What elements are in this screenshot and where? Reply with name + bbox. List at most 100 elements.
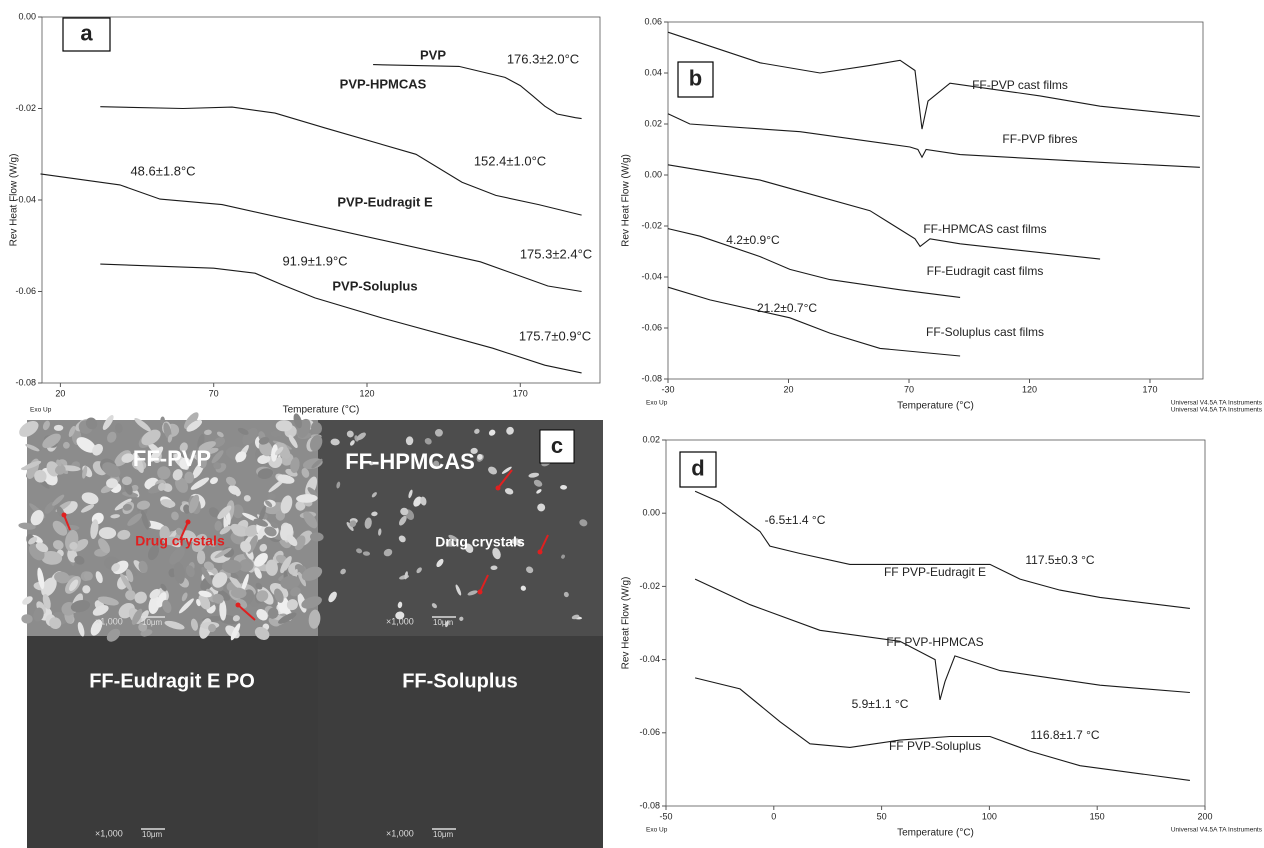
x-tick-label: 70 [904, 384, 914, 394]
data-line [668, 229, 960, 298]
series-label: PVP-Soluplus [332, 278, 417, 293]
footer-right: Universal V4.5A TA Instruments [1171, 407, 1263, 414]
pane-annotation: Drug crystals [435, 534, 525, 550]
y-tick-label: -0.06 [639, 727, 660, 737]
series-label: FF-PVP fibres [1002, 132, 1077, 146]
footer-right: Universal V4.5A TA Instruments [1171, 827, 1263, 834]
x-tick-label: 100 [982, 811, 997, 821]
pane-title: FF-PVP [133, 446, 211, 471]
x-tick-label: -50 [659, 811, 672, 821]
scale-label: 10μm [142, 830, 163, 839]
annotation: 48.6±1.8°C [130, 163, 195, 178]
pane-title: FF-Soluplus [402, 670, 518, 692]
data-line [695, 491, 1190, 608]
panel-label: a [80, 20, 93, 45]
x-tick-label: 120 [359, 388, 374, 398]
y-tick-label: -0.02 [639, 581, 660, 591]
y-tick-label: -0.06 [15, 286, 36, 296]
series-label: FF-PVP cast films [972, 78, 1068, 92]
y-tick-label: -0.08 [639, 800, 660, 810]
footer-right: Universal V4.5A TA Instruments [1171, 400, 1263, 407]
series-label: PVP-Eudragit E [337, 194, 433, 209]
annotation: 152.4±1.0°C [474, 153, 546, 168]
y-tick-label: -0.02 [641, 220, 662, 230]
magnification: ×1,000 [95, 616, 123, 626]
crystal [271, 430, 282, 437]
footer-left: Exo Up [30, 407, 52, 414]
y-tick-label: -0.04 [639, 654, 660, 664]
x-tick-label: 170 [513, 388, 528, 398]
series-label: PVP-HPMCAS [340, 76, 427, 91]
annotation: 175.7±0.9°C [519, 328, 591, 343]
x-tick-label: 200 [1197, 811, 1212, 821]
panel-label: b [689, 65, 702, 90]
x-tick-label: 70 [209, 388, 219, 398]
annotation: 4.2±0.9°C [726, 233, 780, 247]
arrow-head [62, 513, 67, 518]
crystal [435, 429, 443, 437]
series-label: FF-Soluplus cast films [926, 325, 1044, 339]
arrow-head [478, 590, 483, 595]
series-label: FF PVP-HPMCAS [886, 635, 983, 649]
x-tick-label: 150 [1090, 811, 1105, 821]
figure: FF-PVPDrug crystals×1,00010μmFF-HPMCASDr… [0, 0, 1264, 848]
crystal [197, 550, 205, 564]
y-tick-label: 0.02 [644, 118, 662, 128]
x-tick-label: -30 [661, 384, 674, 394]
data-line [41, 174, 582, 292]
series-label: FF-HPMCAS cast films [923, 222, 1046, 236]
x-tick-label: 20 [55, 388, 65, 398]
magnification: ×1,000 [386, 828, 414, 838]
y-tick-label: -0.08 [15, 377, 36, 387]
arrow-head [236, 603, 241, 608]
arrow-head [496, 486, 501, 491]
annotation: 91.9±1.9°C [282, 253, 347, 268]
y-tick-label: -0.02 [15, 103, 36, 113]
scale-label: 10μm [142, 618, 163, 627]
crystal [276, 420, 293, 431]
data-line [668, 287, 960, 356]
annotation: 175.3±2.4°C [520, 246, 592, 261]
series-label: FF PVP-Eudragit E [884, 565, 986, 579]
y-axis-label: Rev Heat Flow (W/g) [9, 154, 20, 247]
y-tick-label: -0.08 [641, 373, 662, 383]
x-axis-label: Temperature (°C) [897, 828, 974, 839]
y-tick-label: 0.04 [644, 67, 662, 77]
y-tick-label: 0.00 [642, 508, 660, 518]
x-tick-label: 170 [1142, 384, 1157, 394]
y-axis-label: Rev Heat Flow (W/g) [621, 577, 632, 670]
y-tick-label: 0.06 [644, 16, 662, 26]
y-tick-label: 0.00 [644, 169, 662, 179]
pane-annotation: Drug crystals [135, 533, 225, 549]
y-tick-label: 0.00 [18, 11, 36, 21]
series-label: FF-Eudragit cast films [927, 264, 1044, 278]
footer-left: Exo Up [646, 827, 668, 834]
y-tick-label: -0.04 [641, 271, 662, 281]
annotation: -6.5±1.4 °C [765, 513, 826, 527]
data-line [668, 114, 1200, 168]
micrograph [27, 636, 318, 848]
y-tick-label: -0.06 [641, 322, 662, 332]
footer-left: Exo Up [646, 400, 668, 407]
annotation: 21.2±0.7°C [757, 301, 817, 315]
micrograph-panel: FF-PVPDrug crystals×1,00010μmFF-HPMCASDr… [16, 410, 603, 848]
crystal [114, 441, 121, 447]
annotation: 176.3±2.0°C [507, 51, 579, 66]
arrow-head [186, 520, 191, 525]
series-label: FF PVP-Soluplus [889, 739, 981, 753]
magnification: ×1,000 [386, 616, 414, 626]
data-line [373, 65, 581, 119]
y-axis-label: Rev Heat Flow (W/g) [621, 154, 632, 247]
pane-title: FF-Eudragit E PO [89, 670, 255, 692]
panel-label: d [691, 455, 704, 480]
annotation: 117.5±0.3 °C [1025, 553, 1095, 567]
magnification: ×1,000 [95, 828, 123, 838]
x-tick-label: 120 [1022, 384, 1037, 394]
x-tick-label: 50 [877, 811, 887, 821]
panel-label: c [551, 433, 563, 458]
y-tick-label: 0.02 [642, 434, 660, 444]
x-tick-label: 20 [783, 384, 793, 394]
x-axis-label: Temperature (°C) [283, 405, 360, 416]
data-line [695, 678, 1190, 781]
x-axis-label: Temperature (°C) [897, 401, 974, 412]
